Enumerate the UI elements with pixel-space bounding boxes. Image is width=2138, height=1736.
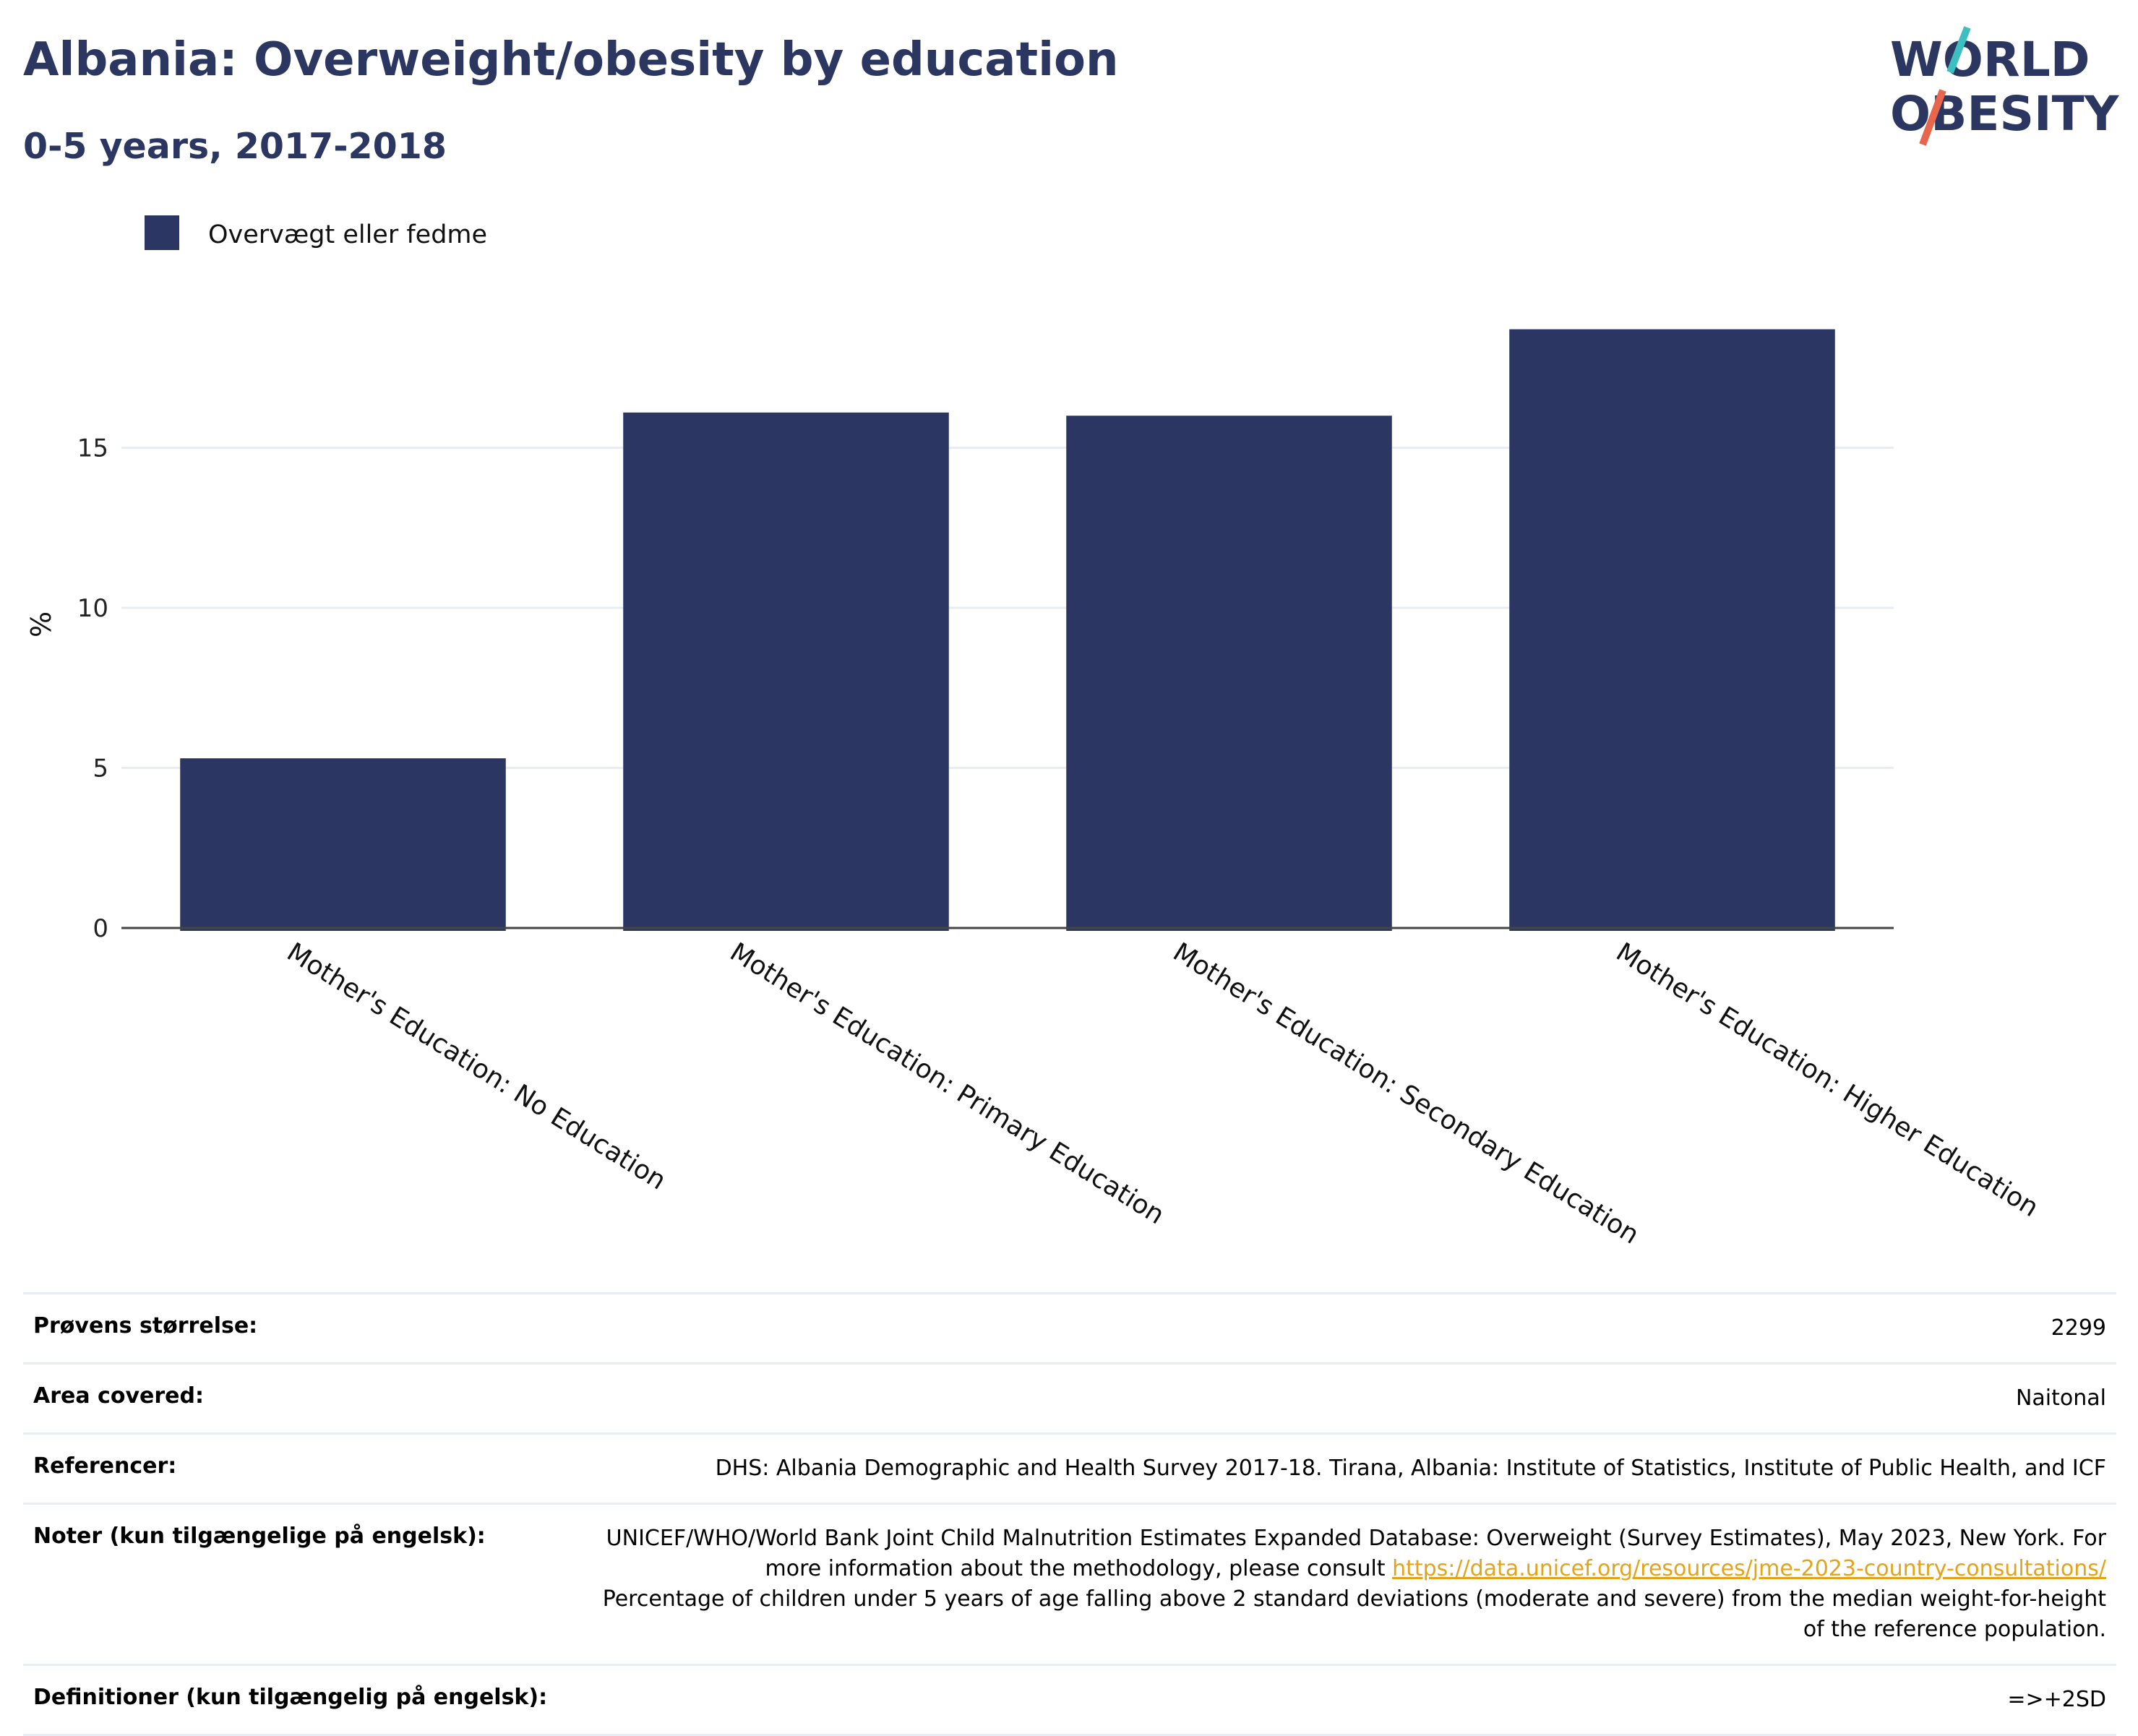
- page-title: Albania: Overweight/obesity by education: [23, 33, 1119, 87]
- info-label: Definitioner (kun tilgængelig på engelsk…: [33, 1685, 548, 1710]
- info-label: Referencer:: [33, 1453, 177, 1479]
- y-tick-labels: 0 5 10 15: [77, 434, 108, 944]
- info-table: Prøvens størrelse: 2299 Area covered: Na…: [23, 1292, 2116, 1736]
- info-row-definitions: Definitioner (kun tilgængelig på engelsk…: [23, 1664, 2116, 1736]
- info-row-notes: Noter (kun tilgængelige på engelsk): UNI…: [23, 1503, 2116, 1664]
- page-subtitle: 0-5 years, 2017-2018: [23, 126, 447, 167]
- info-value: 2299: [2051, 1315, 2106, 1341]
- methodology-link[interactable]: https://data.unicef.org/resources/jme-20…: [1392, 1556, 2106, 1581]
- x-category-label: Mother's Education: Secondary Education: [1168, 937, 1644, 1250]
- info-value: DHS: Albania Demographic and Health Surv…: [715, 1456, 2106, 1481]
- y-axis-label: %: [25, 611, 57, 637]
- x-category-labels: Mother's Education: No Education Mother's…: [282, 937, 2044, 1250]
- info-label: Noter (kun tilgængelige på engelsk):: [33, 1524, 486, 1549]
- info-row-references: Referencer: DHS: Albania Demographic and…: [23, 1432, 2116, 1503]
- info-label: Prøvens størrelse:: [33, 1313, 258, 1338]
- legend-label: Overvægt eller fedme: [208, 220, 487, 249]
- world-obesity-logo: WORLD OBESITY: [1890, 26, 2120, 146]
- bar: [180, 758, 506, 931]
- logo-accent-teal: [1946, 26, 1971, 74]
- y-tick-label: 5: [93, 755, 108, 783]
- info-value: Naitonal: [2015, 1385, 2106, 1411]
- x-category-label: Mother's Education: Higher Education: [1611, 937, 2044, 1223]
- notes-text: UNICEF/WHO/World Bank Joint Child Malnut…: [606, 1526, 2106, 1581]
- bar: [1509, 329, 1835, 932]
- info-row-sample-size: Prøvens størrelse: 2299: [23, 1292, 2116, 1362]
- notes-text-2: Percentage of children under 5 years of …: [602, 1586, 2106, 1642]
- y-tick-label: 10: [77, 594, 108, 623]
- y-tick-label: 15: [77, 434, 108, 463]
- bar: [1066, 416, 1392, 931]
- logo-line1: WORLD: [1890, 32, 2090, 87]
- bar: [623, 412, 949, 931]
- bars: [180, 329, 1835, 932]
- info-value: =>+2SD: [2007, 1687, 2106, 1712]
- y-tick-label: 0: [93, 914, 108, 943]
- x-category-label: Mother's Education: No Education: [282, 937, 671, 1196]
- x-category-label: Mother's Education: Primary Education: [725, 937, 1169, 1231]
- info-row-area: Area covered: Naitonal: [23, 1362, 2116, 1432]
- legend-swatch: [145, 215, 179, 250]
- info-value: UNICEF/WHO/World Bank Joint Child Malnut…: [588, 1524, 2106, 1645]
- info-label: Area covered:: [33, 1383, 204, 1409]
- logo-accent-red: [1919, 89, 1946, 146]
